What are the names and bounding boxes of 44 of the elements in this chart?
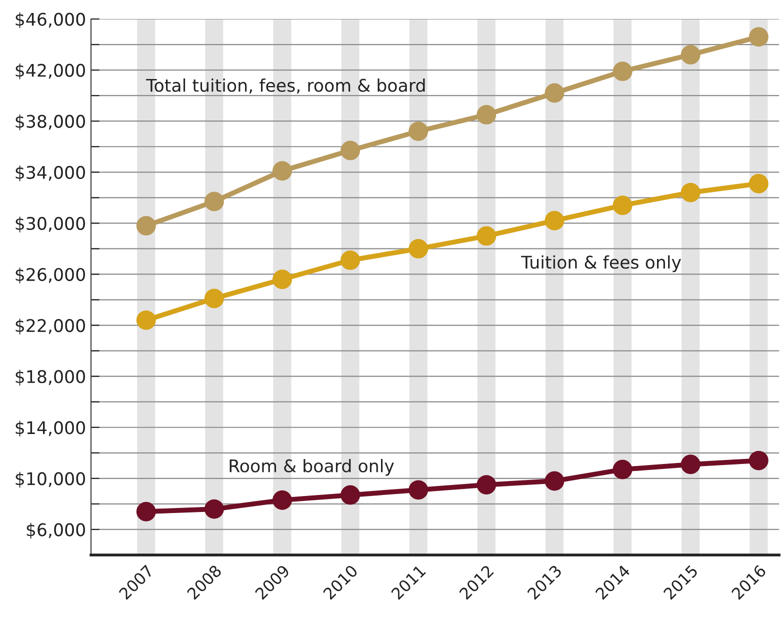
point bbox=[544, 83, 564, 103]
y-tick-label: $38,000 bbox=[16, 114, 85, 130]
point bbox=[408, 480, 428, 500]
point bbox=[204, 288, 224, 308]
point bbox=[748, 450, 768, 470]
point bbox=[340, 485, 360, 505]
point bbox=[612, 196, 632, 216]
point bbox=[680, 454, 700, 474]
point bbox=[272, 161, 292, 181]
point bbox=[272, 270, 292, 290]
point bbox=[544, 471, 564, 491]
point bbox=[408, 122, 428, 142]
point bbox=[476, 226, 496, 246]
point bbox=[340, 140, 360, 160]
point bbox=[476, 104, 496, 124]
series-label: Total tuition, fees, room & board bbox=[146, 78, 425, 94]
point bbox=[612, 460, 632, 480]
y-tick-label: $34,000 bbox=[16, 166, 85, 182]
y-tick-label: $30,000 bbox=[16, 216, 85, 232]
point bbox=[680, 182, 700, 202]
point bbox=[272, 490, 292, 510]
point bbox=[408, 238, 428, 258]
point bbox=[476, 475, 496, 495]
point bbox=[136, 216, 156, 236]
series-label: Room & board only bbox=[230, 458, 394, 476]
point bbox=[340, 250, 360, 270]
point bbox=[748, 27, 768, 47]
y-tick-label: $18,000 bbox=[16, 370, 85, 386]
y-tick-label: $10,000 bbox=[16, 472, 85, 488]
point bbox=[544, 210, 564, 230]
y-tick-label: $14,000 bbox=[16, 420, 85, 437]
point bbox=[136, 502, 156, 522]
y-tick-label: $46,000 bbox=[16, 12, 85, 28]
point bbox=[204, 499, 224, 519]
point bbox=[680, 45, 700, 64]
y-tick-label: $22,000 bbox=[16, 318, 85, 334]
point bbox=[612, 62, 632, 82]
point bbox=[204, 192, 224, 212]
series-label: Tuition & fees only bbox=[521, 255, 682, 272]
point bbox=[748, 174, 768, 194]
y-tick-label: $6,000 bbox=[26, 522, 85, 539]
y-tick-label: $42,000 bbox=[16, 63, 85, 80]
point bbox=[136, 310, 156, 330]
y-tick-label: $26,000 bbox=[16, 268, 85, 284]
